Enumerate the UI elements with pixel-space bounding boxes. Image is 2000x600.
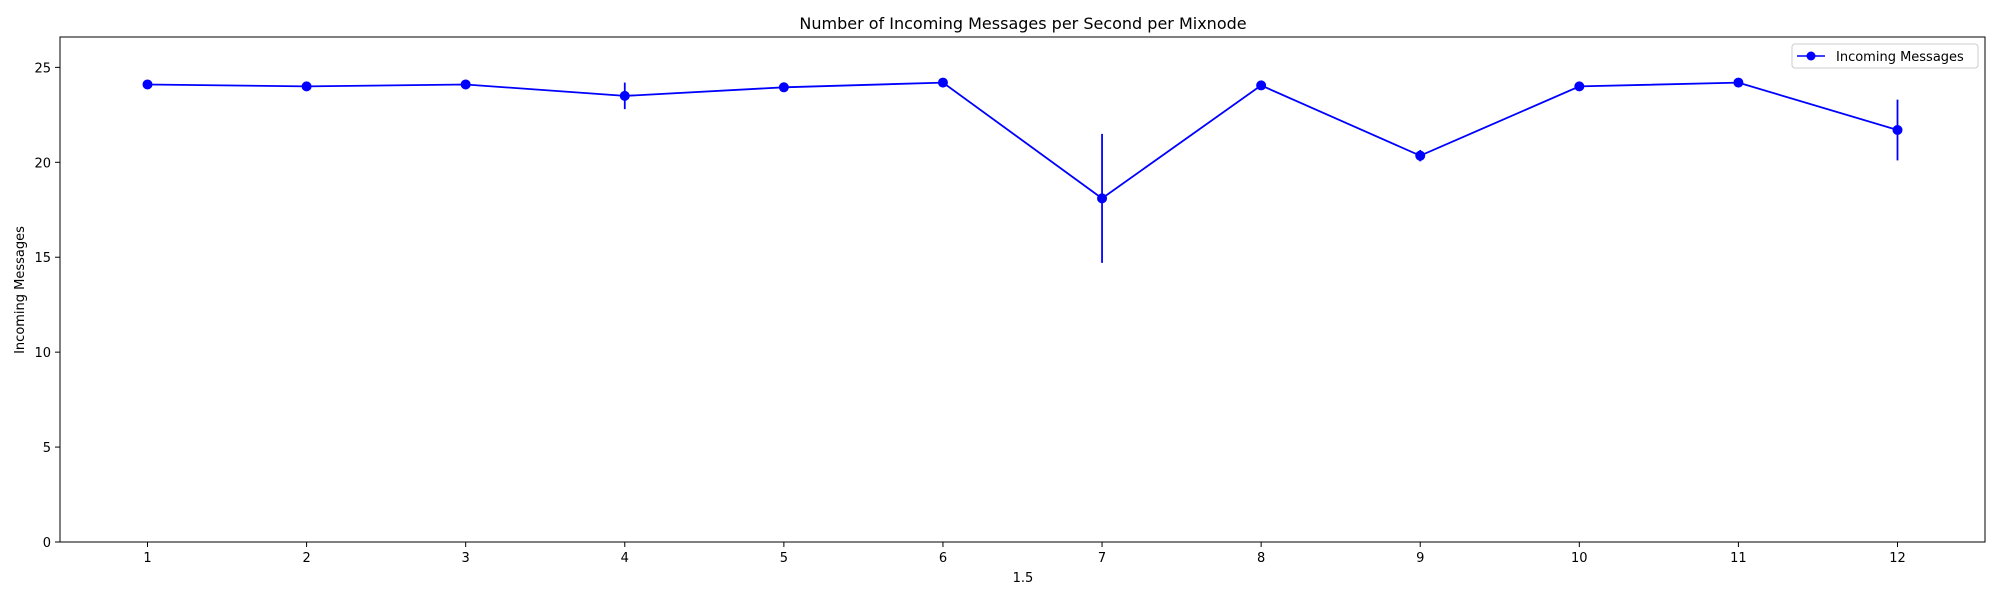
x-axis-label: 1.5 <box>1013 571 1034 586</box>
data-point <box>142 79 153 90</box>
y-axis-label: Incoming Messages <box>13 226 28 354</box>
data-point <box>301 81 312 92</box>
x-tick-label: 1 <box>143 551 151 566</box>
y-tick-label: 5 <box>43 441 51 456</box>
y-axis-ticks: 0 5 10 15 20 25 <box>34 61 60 551</box>
x-tick-label: 8 <box>1257 551 1265 566</box>
x-tick-label: 11 <box>1730 551 1747 566</box>
x-tick-label: 12 <box>1889 551 1906 566</box>
x-tick-label: 9 <box>1416 551 1424 566</box>
x-tick-label: 3 <box>462 551 470 566</box>
data-point <box>1097 193 1108 204</box>
y-tick-label: 10 <box>34 346 51 361</box>
data-point <box>1892 125 1903 136</box>
data-point <box>460 79 471 90</box>
x-tick-label: 7 <box>1098 551 1106 566</box>
x-tick-label: 10 <box>1571 551 1588 566</box>
x-axis-ticks: 1 2 3 4 5 6 7 8 9 10 11 12 <box>143 542 1906 566</box>
legend-point-marker <box>1806 51 1816 61</box>
series-layer <box>142 77 1903 263</box>
y-tick-label: 25 <box>34 61 51 76</box>
legend-entry: Incoming Messages <box>1836 50 1964 65</box>
data-point <box>1415 150 1426 161</box>
data-point <box>619 90 630 101</box>
data-point <box>937 77 948 88</box>
y-tick-label: 0 <box>43 536 51 551</box>
series-line <box>147 81 1898 200</box>
x-tick-label: 2 <box>302 551 310 566</box>
x-tick-label: 5 <box>780 551 788 566</box>
x-tick-label: 4 <box>621 551 629 566</box>
x-tick-label: 6 <box>939 551 947 566</box>
data-point <box>778 82 789 93</box>
chart-title: Number of Incoming Messages per Second p… <box>799 14 1246 33</box>
data-point <box>1256 80 1267 91</box>
plot-frame <box>59 36 1986 543</box>
data-point <box>1733 77 1744 88</box>
legend-box <box>1791 43 1979 69</box>
y-tick-label: 15 <box>34 251 51 266</box>
y-tick-label: 20 <box>34 156 51 171</box>
data-point <box>1574 81 1585 92</box>
legend: Incoming Messages <box>1791 43 1979 69</box>
